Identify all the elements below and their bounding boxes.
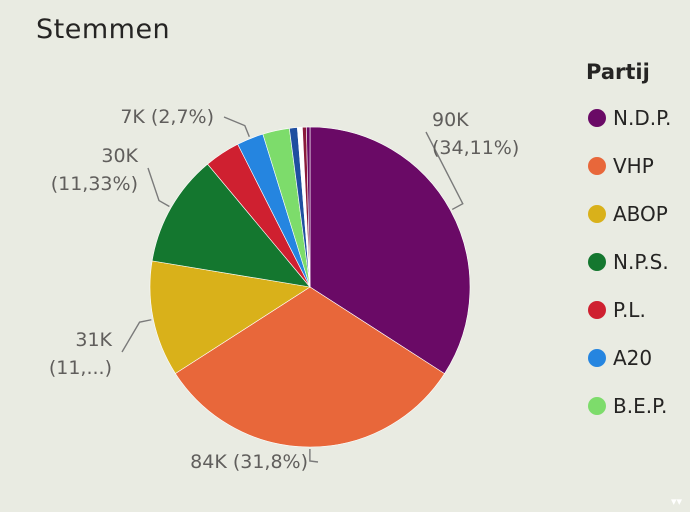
pie-slice[interactable] [151,163,311,288]
data-label: 84K (31,8%) [190,451,308,473]
legend-marker [588,109,606,127]
data-label: 90K [432,109,469,131]
legend-marker [588,301,606,319]
data-label: 7K (2,7%) [120,106,214,128]
legend-label: ABOP [613,202,668,226]
legend-marker [588,349,606,367]
chart-title: Stemmen [36,14,171,45]
legend-label: N.D.P. [613,106,672,130]
leader-line [223,116,250,138]
legend-item[interactable]: VHP [588,152,671,180]
legend-label: N.P.S. [613,250,669,274]
legend-marker [588,205,606,223]
leader-line [425,131,464,211]
data-label: (11,...) [49,357,112,379]
legend-label: P.L. [613,298,646,322]
legend-item[interactable]: ABOP [588,200,671,228]
pie-slice[interactable] [149,260,311,374]
data-label: 31K [75,329,112,351]
legend-item[interactable]: B.E.P. [588,392,671,420]
legend-label: B.E.P. [613,394,668,418]
legend-item[interactable]: P.L. [588,296,671,324]
legend: N.D.P. VHP ABOP N.P.S. P.L. A20 B.E.P. [588,104,671,440]
legend-label: A20 [613,346,653,370]
legend-marker [588,157,606,175]
pie-slice[interactable] [306,126,311,288]
pie-slice[interactable] [174,286,445,448]
legend-item[interactable]: A20 [588,344,671,372]
leader-line [147,167,170,208]
legend-item[interactable]: N.D.P. [588,104,671,132]
leader-line [121,319,152,353]
legend-item[interactable]: N.P.S. [588,248,671,276]
data-label: 30K [101,145,138,167]
leader-line [309,448,319,463]
resize-handle-icon[interactable]: ▾▾ [670,495,682,508]
pie-slice[interactable] [309,126,471,375]
data-label: (11,33%) [51,173,138,195]
legend-marker [588,253,606,271]
legend-marker [588,397,606,415]
data-label: (34,11%) [432,137,519,159]
legend-label: VHP [613,154,654,178]
legend-title: Partij [586,60,650,84]
